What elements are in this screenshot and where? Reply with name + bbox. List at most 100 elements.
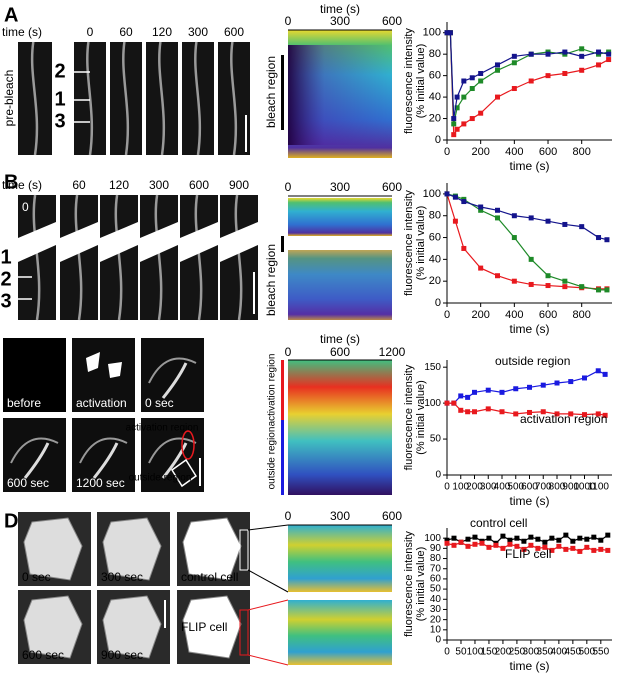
series-label: activation region: [520, 412, 607, 426]
series-marker-label: 3: [0, 290, 11, 312]
label: 0 sec: [145, 396, 174, 410]
label: outside region: [267, 427, 278, 490]
data-point: [499, 409, 505, 415]
data-point: [500, 545, 506, 551]
data-point: [444, 30, 450, 36]
label: 1200: [379, 345, 406, 359]
data-point: [454, 126, 460, 132]
cell-outline: [148, 437, 197, 464]
data-point: [591, 547, 597, 553]
region-bar: [281, 55, 284, 130]
y-tick-label: 80: [430, 553, 442, 564]
x-tick-label: 200: [471, 146, 489, 158]
data-point: [542, 539, 548, 545]
data-point: [562, 278, 568, 284]
data-point: [563, 532, 569, 538]
label: 0: [22, 200, 29, 214]
x-tick-label: 700: [535, 482, 552, 493]
x-tick-label: 1100: [587, 482, 609, 493]
y-tick-label: 50: [430, 584, 442, 595]
y-axis-label: fluorescence intensity: [403, 28, 415, 134]
cell: [102, 517, 162, 581]
connector: [247, 599, 289, 666]
data-point: [458, 539, 464, 545]
data-point: [493, 542, 499, 548]
data-point: [562, 284, 568, 290]
data-point: [461, 199, 467, 205]
data-point: [495, 62, 501, 68]
data-point: [465, 536, 471, 542]
data-point: [511, 213, 517, 219]
data-point: [562, 49, 568, 55]
panel-letter: B: [4, 171, 18, 193]
roi: [239, 609, 249, 656]
data-point: [478, 70, 484, 76]
cell-outline: [10, 437, 59, 464]
bleach-band: [220, 222, 258, 262]
data-point: [444, 540, 450, 546]
data-point: [469, 116, 475, 122]
data-point: [596, 235, 602, 241]
label: 600: [189, 178, 209, 192]
cell: [23, 595, 83, 659]
data-point: [579, 284, 585, 290]
bleach-band: [180, 222, 218, 262]
data-point: [527, 409, 532, 415]
data-point: [545, 218, 551, 224]
filament: [86, 41, 94, 156]
data-point: [451, 121, 457, 127]
data-point: [605, 547, 611, 553]
filament: [30, 41, 39, 156]
series-line: [447, 370, 606, 404]
data-point: [454, 105, 460, 111]
data-point: [513, 386, 519, 392]
label: 0 sec: [22, 570, 51, 584]
data-point: [458, 393, 464, 399]
data-point: [511, 235, 517, 241]
cell: [182, 595, 242, 659]
label: 0: [87, 25, 94, 39]
kymograph-bleach: [288, 45, 392, 145]
y-tick-label: 0: [435, 470, 441, 481]
data-point: [596, 49, 602, 55]
data-point: [472, 409, 477, 415]
y-tick-label: 50: [430, 434, 442, 445]
x-tick-label: 800: [549, 482, 566, 493]
x-tick-label: 500: [578, 647, 595, 658]
label: 0: [285, 14, 292, 28]
data-point: [521, 546, 527, 552]
data-point: [469, 75, 475, 81]
y-tick-label: 100: [423, 27, 441, 39]
kymograph-shade: [288, 250, 392, 320]
label: 300: [188, 25, 208, 39]
series-marker-label: 2: [54, 60, 65, 82]
label: time (s): [2, 25, 42, 39]
label: pre-bleach: [2, 70, 16, 127]
bleach-band: [100, 222, 138, 262]
data-point: [562, 70, 568, 76]
data-point: [556, 543, 562, 549]
filament: [23, 442, 50, 479]
label: FLIP cell: [181, 620, 227, 634]
data-point: [570, 538, 576, 544]
y-tick-label: 0: [435, 134, 441, 146]
data-point: [465, 543, 471, 549]
data-point: [472, 389, 477, 395]
x-tick-label: 500: [507, 482, 524, 493]
data-point: [495, 273, 501, 279]
data-point: [606, 57, 612, 63]
data-point: [511, 86, 517, 92]
bleach-band: [18, 222, 56, 262]
cell-outline: [79, 437, 128, 464]
data-point: [478, 265, 484, 271]
y-tick-label: 20: [430, 614, 442, 625]
y-tick-label: 80: [429, 48, 441, 60]
data-point: [461, 245, 467, 251]
data-point: [447, 30, 453, 36]
y-axis-label: (% initial value): [415, 206, 427, 281]
x-tick-label: 100: [467, 647, 484, 658]
data-point: [452, 194, 458, 200]
label: 600: [382, 509, 402, 523]
label: 600: [382, 180, 402, 194]
kymograph: [288, 525, 392, 592]
